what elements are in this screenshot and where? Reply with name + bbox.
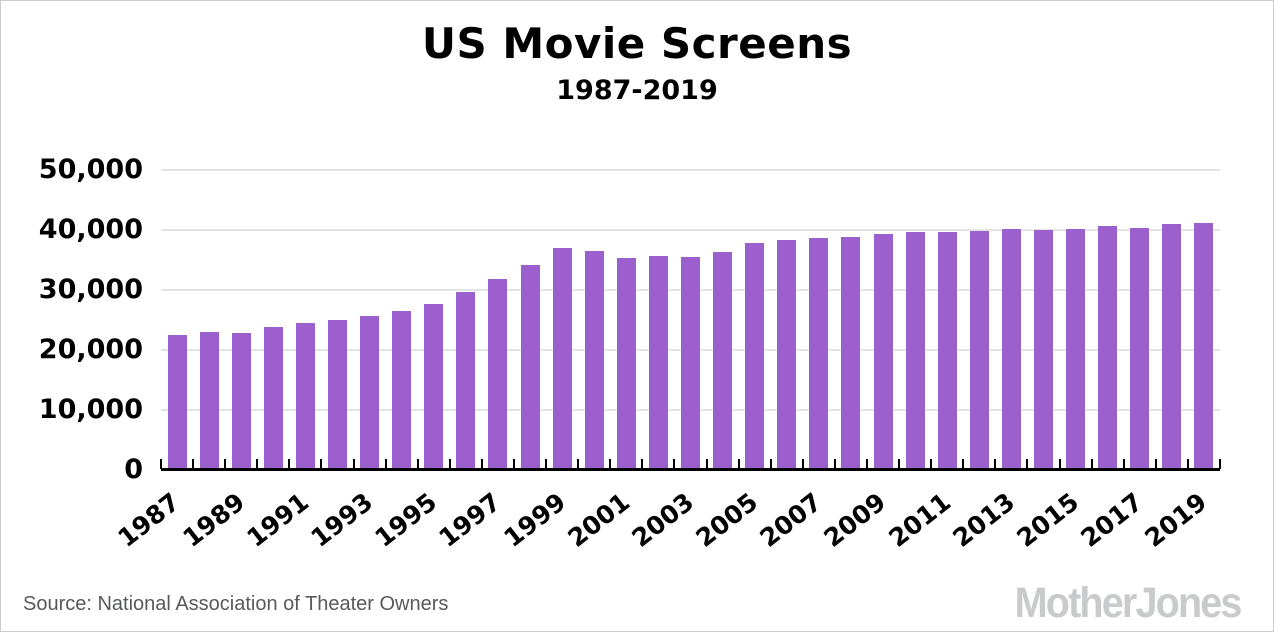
x-tick (1154, 459, 1157, 469)
bar-2007 (809, 238, 829, 470)
chart-title: US Movie Screens (421, 19, 853, 68)
x-tick-label-2003: 2003 (626, 487, 700, 553)
x-tick (320, 459, 323, 469)
bar-1992 (328, 320, 347, 470)
x-axis-line (161, 468, 1220, 471)
x-tick (866, 459, 868, 469)
x-tick-label-2017: 2017 (1075, 487, 1149, 553)
x-tick-label-2007: 2007 (754, 487, 828, 553)
gridline (161, 169, 1220, 171)
x-tick (224, 459, 227, 469)
bar-2013 (1001, 229, 1021, 470)
bar-1989 (231, 333, 251, 470)
bar-2014 (1034, 230, 1053, 470)
bar-2004 (713, 252, 733, 470)
x-tick (480, 459, 483, 469)
bar-2005 (745, 243, 765, 470)
bar-1997 (488, 279, 508, 470)
x-tick-label-1995: 1995 (369, 487, 443, 553)
bar-2010 (905, 232, 925, 470)
y-tick-label: 30,000 (38, 274, 143, 305)
bar-2008 (841, 237, 861, 470)
x-tick (705, 459, 708, 469)
x-tick (737, 459, 740, 469)
bar-2012 (969, 231, 989, 470)
bar-1999 (552, 248, 572, 470)
x-tick-label-1991: 1991 (241, 487, 315, 553)
y-tick-label: 0 (124, 454, 143, 485)
bar-1988 (199, 332, 219, 470)
bar-2002 (648, 256, 668, 470)
bar-2000 (584, 251, 604, 470)
y-tick-label: 40,000 (38, 214, 143, 245)
x-tick (898, 459, 901, 469)
bar-2009 (873, 234, 893, 470)
x-tick (288, 459, 291, 469)
bar-1994 (392, 311, 412, 470)
bar-2019 (1194, 223, 1214, 470)
x-tick (416, 459, 419, 469)
x-tick (801, 459, 804, 469)
gridline (161, 229, 1220, 231)
x-tick (641, 459, 644, 469)
x-tick (1122, 459, 1125, 469)
x-tick (448, 459, 451, 469)
bar-1993 (360, 316, 380, 470)
x-tick-label-2005: 2005 (690, 487, 764, 553)
plot-area (160, 169, 1221, 471)
bar-2006 (777, 240, 797, 470)
x-tick-label-1999: 1999 (498, 487, 571, 553)
motherjones-logo: MotherJones (1015, 579, 1243, 627)
x-tick (930, 459, 933, 469)
x-tick (769, 459, 772, 469)
x-tick-label-2011: 2011 (883, 487, 956, 553)
bar-2017 (1130, 228, 1150, 470)
x-tick (384, 459, 387, 469)
x-tick (833, 459, 836, 469)
x-tick (609, 459, 612, 469)
x-tick (1058, 459, 1061, 469)
y-tick-label: 10,000 (38, 394, 143, 425)
chart-subtitle: 1987-2019 (556, 75, 718, 106)
bar-1998 (520, 265, 540, 470)
bar-1996 (456, 292, 476, 470)
x-tick-label-2019: 2019 (1139, 487, 1213, 553)
x-tick (1090, 459, 1093, 469)
x-tick (1186, 459, 1189, 469)
bar-2015 (1066, 229, 1086, 470)
x-tick (192, 459, 195, 469)
bar-2011 (937, 232, 957, 470)
x-tick (1026, 459, 1029, 469)
x-tick-label-1993: 1993 (305, 487, 379, 553)
bar-1991 (295, 323, 315, 470)
x-tick-label-2009: 2009 (818, 487, 892, 553)
bar-2003 (681, 257, 700, 470)
x-tick (577, 459, 580, 469)
x-tick (1219, 459, 1221, 469)
x-tick (545, 459, 548, 469)
x-tick (160, 459, 162, 469)
source-note: Source: National Association of Theater … (23, 593, 449, 615)
bar-2001 (616, 258, 636, 470)
bar-2018 (1162, 224, 1182, 470)
x-tick (352, 459, 355, 469)
x-tick (256, 459, 259, 469)
x-tick-label-1997: 1997 (433, 487, 507, 553)
x-tick (673, 459, 676, 469)
x-tick-label-2013: 2013 (947, 487, 1021, 553)
bar-1990 (263, 327, 283, 470)
x-tick (513, 459, 515, 469)
bar-1987 (167, 335, 187, 470)
x-tick (962, 459, 965, 469)
bar-2016 (1098, 226, 1118, 470)
x-tick-label-2001: 2001 (562, 487, 635, 553)
x-tick (994, 459, 997, 469)
bar-1995 (424, 304, 444, 470)
y-tick-label: 50,000 (38, 154, 143, 185)
x-tick-label-2015: 2015 (1011, 487, 1085, 553)
y-tick-label: 20,000 (38, 334, 143, 365)
x-tick-label-1987: 1987 (112, 487, 186, 553)
x-tick-label-1989: 1989 (177, 487, 250, 553)
